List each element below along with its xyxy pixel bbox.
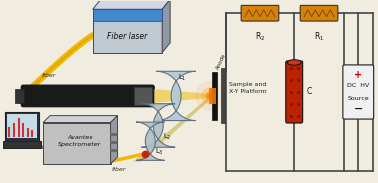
Text: Source: Source [347,96,369,101]
Polygon shape [43,116,118,123]
Text: R$_1$: R$_1$ [314,31,324,43]
FancyBboxPatch shape [300,5,338,21]
Circle shape [208,94,212,98]
FancyBboxPatch shape [21,85,154,107]
FancyBboxPatch shape [286,61,303,123]
Bar [3,141,41,148]
Text: L$_1$: L$_1$ [178,73,187,83]
Text: −: − [353,104,363,114]
Text: Anode: Anode [216,52,228,70]
Ellipse shape [287,60,301,65]
Polygon shape [93,0,170,9]
Text: C: C [306,87,311,96]
Text: L$_2$: L$_2$ [163,131,172,142]
Bar [43,123,111,164]
Bar [93,9,162,53]
Polygon shape [141,104,175,147]
Text: Sample and
X-Y Platform: Sample and X-Y Platform [229,82,266,94]
Text: +: + [354,70,362,80]
Circle shape [196,82,224,110]
Bar [209,88,216,104]
Text: R$_2$: R$_2$ [255,31,265,43]
Polygon shape [156,71,196,121]
Text: fiber: fiber [42,73,56,78]
Polygon shape [162,0,170,53]
Polygon shape [132,98,212,162]
Polygon shape [136,122,164,160]
Bar [7,114,37,138]
Bar [212,72,217,119]
Bar [93,9,162,21]
Text: L$_3$: L$_3$ [155,147,164,157]
Bar [5,112,39,141]
Polygon shape [154,89,210,103]
Polygon shape [111,116,118,164]
FancyBboxPatch shape [343,65,373,119]
Bar [15,89,24,103]
Polygon shape [137,98,212,159]
FancyBboxPatch shape [241,5,279,21]
Text: Fiber laser: Fiber laser [107,32,147,41]
Bar [221,68,225,123]
Text: fiber: fiber [111,167,126,172]
Circle shape [202,88,218,104]
Circle shape [206,92,214,100]
Bar [135,87,152,105]
Text: DC  HV: DC HV [347,83,369,88]
Text: Avantes
Spectrometer: Avantes Spectrometer [58,135,101,147]
